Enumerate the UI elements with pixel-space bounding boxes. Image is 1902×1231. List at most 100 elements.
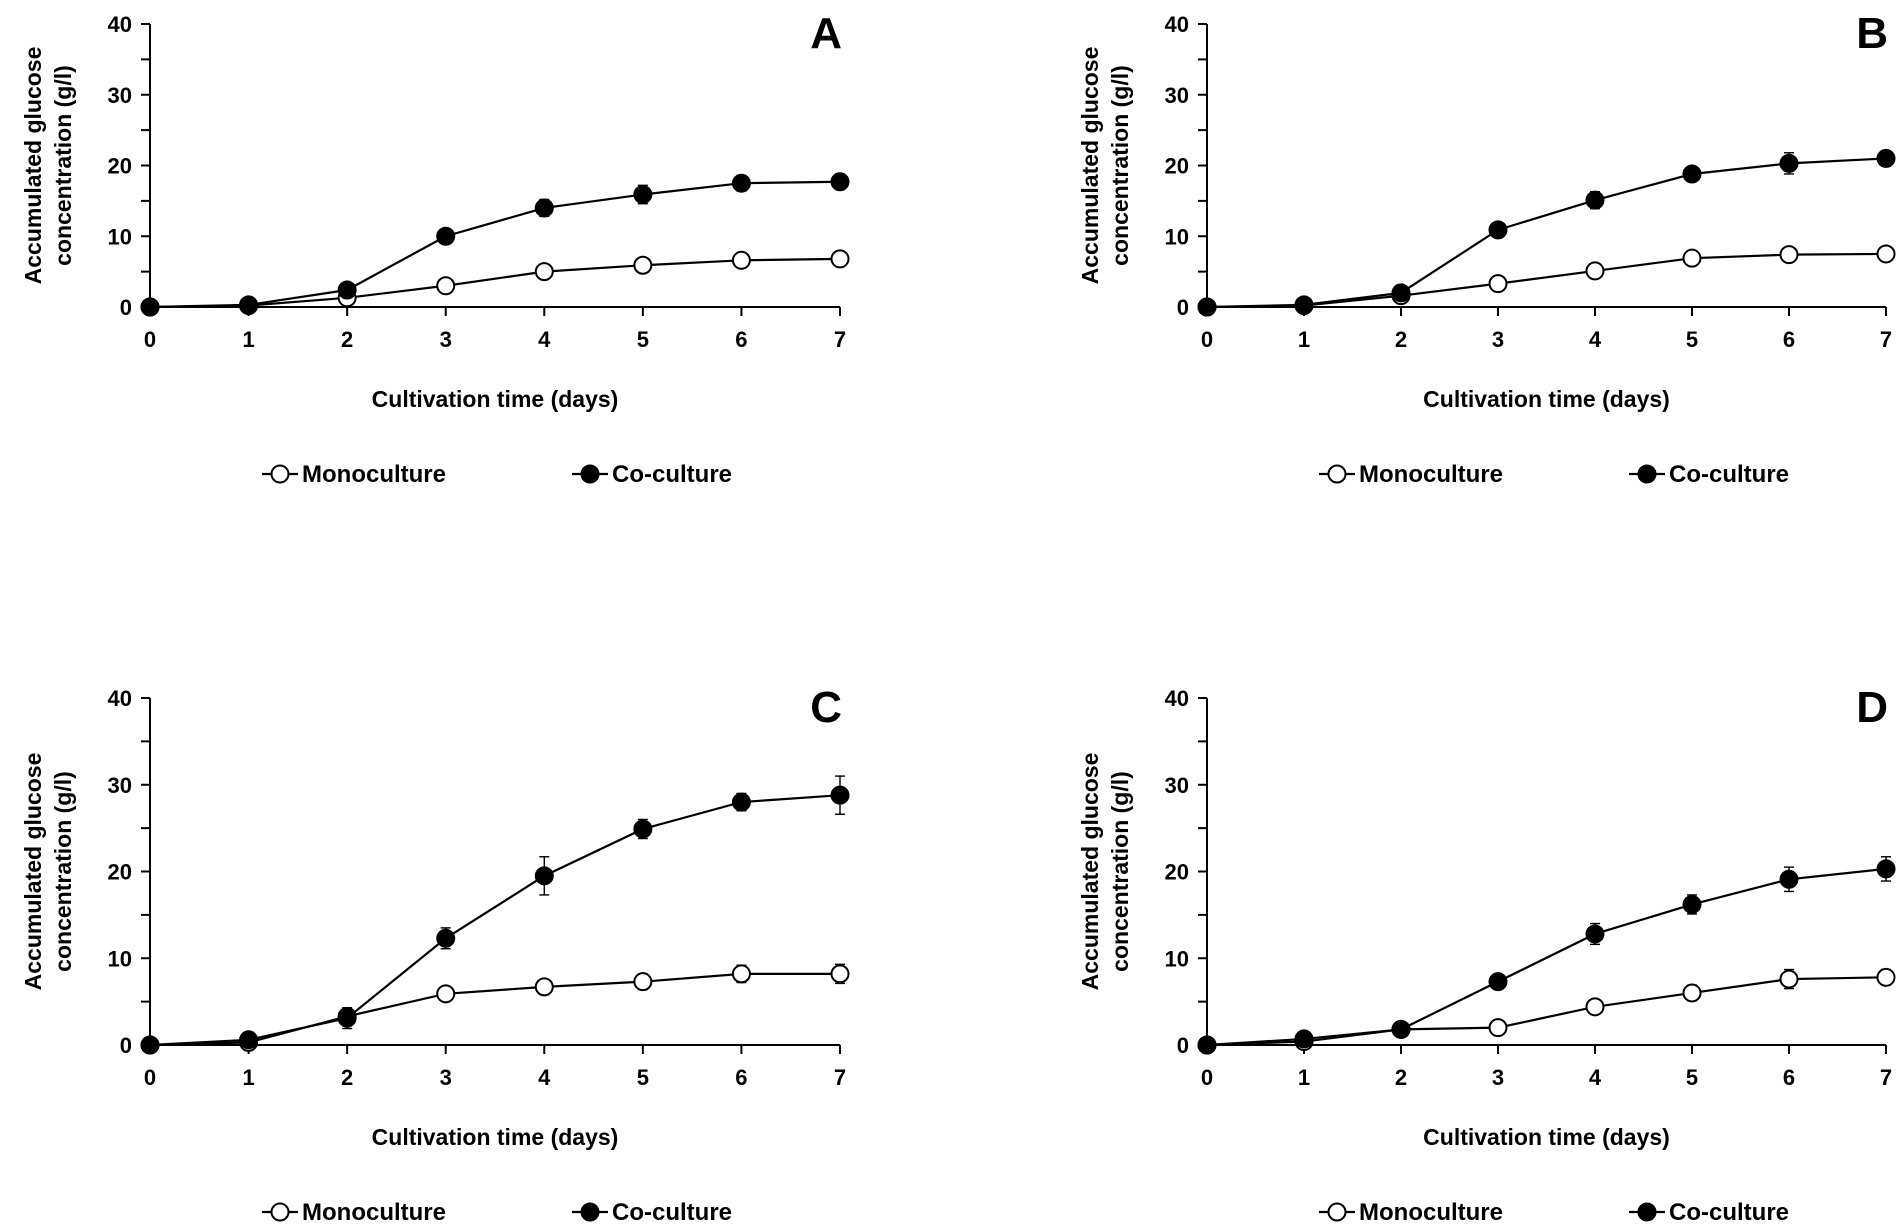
y-tick-label: 40 [1165, 12, 1189, 37]
data-point [1585, 261, 1605, 281]
data-point [1585, 924, 1605, 944]
x-tick-label: 1 [1298, 1065, 1310, 1090]
x-tick-label: 4 [1589, 1065, 1602, 1090]
series-co-culture [140, 775, 850, 1055]
data-point [1876, 859, 1896, 879]
data-point [534, 866, 554, 886]
series-monoculture [140, 963, 850, 1055]
y-tick-label: 0 [1177, 295, 1189, 320]
x-tick-label: 2 [1395, 327, 1407, 352]
x-tick-label: 0 [1201, 1065, 1213, 1090]
y-tick-label: 0 [1177, 1033, 1189, 1058]
data-point [1294, 295, 1314, 315]
data-point [731, 964, 751, 984]
data-point [239, 295, 259, 315]
data-point [239, 1030, 259, 1050]
x-tick-label: 7 [834, 1065, 846, 1090]
y-tick-label: 40 [108, 686, 132, 711]
data-point [1876, 148, 1896, 168]
y-tick-label: 10 [1165, 224, 1189, 249]
data-point [1876, 967, 1896, 987]
data-point [140, 1035, 160, 1055]
data-point [1488, 1018, 1508, 1038]
legend-item: Monoculture [1319, 1199, 1503, 1226]
x-tick-label: 7 [1880, 1065, 1892, 1090]
y-tick-label: 20 [108, 860, 132, 885]
legend-marker [1327, 464, 1347, 484]
legend-marker [580, 1202, 600, 1222]
series-co-culture [140, 172, 850, 317]
data-point [633, 185, 653, 205]
x-tick-label: 2 [1395, 1065, 1407, 1090]
x-axis-title: Cultivation time (days) [1423, 386, 1670, 412]
y-axis-title-line: concentration (g/l) [1107, 771, 1133, 972]
y-tick-label: 30 [1165, 83, 1189, 108]
y-tick-label: 0 [120, 1033, 132, 1058]
data-point [731, 792, 751, 812]
series-line [149, 180, 841, 309]
x-axis-title: Cultivation time (days) [372, 386, 619, 412]
data-point [534, 262, 554, 282]
data-point [1197, 297, 1217, 317]
data-point [140, 297, 160, 317]
panel-letter: B [1856, 9, 1888, 58]
data-point [1779, 969, 1799, 989]
y-tick-label: 30 [108, 83, 132, 108]
data-point [731, 250, 751, 270]
y-axis-title-line: concentration (g/l) [50, 771, 76, 972]
data-point [1682, 248, 1702, 268]
data-point [337, 280, 357, 300]
y-axis-title-line: concentration (g/l) [1107, 65, 1133, 266]
y-tick-label: 0 [120, 295, 132, 320]
x-tick-label: 3 [1492, 327, 1504, 352]
legend: Monoculture Co-culture [1319, 1199, 1789, 1226]
y-axis-title-line: Accumulated glucose [1077, 753, 1103, 991]
legend-label: Co-culture [1669, 1199, 1789, 1226]
data-point [337, 1008, 357, 1028]
data-point [436, 226, 456, 246]
y-tick-label: 20 [1165, 860, 1189, 885]
x-tick-label: 0 [144, 327, 156, 352]
series-co-culture [1197, 148, 1896, 317]
data-point [436, 984, 456, 1004]
legend: Monoculture Co-culture [262, 1199, 732, 1226]
x-tick-label: 3 [1492, 1065, 1504, 1090]
x-tick-label: 2 [341, 1065, 353, 1090]
legend-label: Monoculture [1359, 1199, 1503, 1226]
y-axis-title-line: Accumulated glucose [20, 47, 46, 285]
x-tick-label: 0 [144, 1065, 156, 1090]
legend-label: Co-culture [1669, 461, 1789, 488]
panel-d: 0 10 20 30 40 0 1 2 3 4 5 6 7 Cultivation time (days)… [1077, 683, 1896, 1226]
y-axis-title: Accumulated glucose concentration (g/l) [20, 753, 76, 991]
x-tick-label: 3 [440, 327, 452, 352]
data-point [830, 785, 850, 805]
x-tick-label: 5 [637, 327, 649, 352]
y-axis-title: Accumulated glucose concentration (g/l) [1077, 47, 1133, 285]
x-tick-label: 6 [1783, 327, 1795, 352]
x-tick-label: 0 [1201, 327, 1213, 352]
panel-letter: C [810, 683, 842, 732]
y-tick-label: 40 [1165, 686, 1189, 711]
data-point [1391, 283, 1411, 303]
y-axis-title-line: Accumulated glucose [1077, 47, 1103, 285]
data-point [1779, 245, 1799, 265]
x-tick-label: 1 [242, 1065, 254, 1090]
data-point [436, 276, 456, 296]
x-tick-label: 1 [1298, 327, 1310, 352]
legend-label: Monoculture [1359, 461, 1503, 488]
legend-marker [580, 464, 600, 484]
series-line [1206, 976, 1887, 1047]
series-line [149, 257, 841, 309]
data-point [436, 928, 456, 948]
legend-marker [270, 1202, 290, 1222]
legend: Monoculture Co-culture [262, 461, 732, 488]
panel-b: 0 10 20 30 40 0 1 2 3 4 5 6 7 Cultivation time (days)… [1077, 9, 1896, 488]
legend-item: Co-culture [1629, 461, 1789, 488]
y-tick-label: 10 [108, 946, 132, 971]
x-tick-label: 5 [1686, 1065, 1698, 1090]
series-line [1206, 157, 1887, 309]
data-point [633, 255, 653, 275]
x-tick-label: 5 [1686, 327, 1698, 352]
y-axis-title: Accumulated glucose concentration (g/l) [1077, 753, 1133, 991]
